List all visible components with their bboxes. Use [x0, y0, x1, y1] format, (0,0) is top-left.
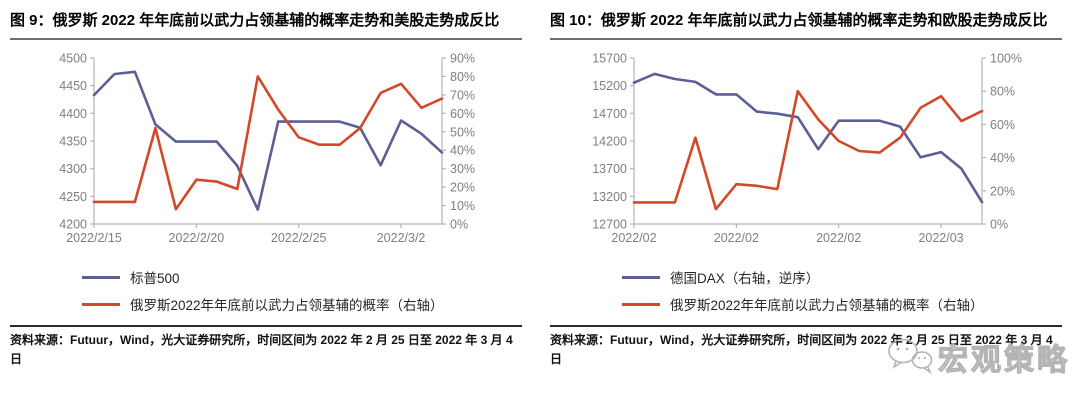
legend-label: 俄罗斯2022年年底前以武力占领基辅的概率（右轴）: [130, 298, 444, 313]
figure-10-column: 图 10：俄罗斯 2022 年年底前以武力占领基辅的概率走势和欧股走势成反比 1…: [540, 0, 1080, 370]
legend-label: 俄罗斯2022年年底前以武力占领基辅的概率（右轴）: [670, 298, 984, 313]
legend-item: 德国DAX（右轴，逆序）: [622, 264, 1062, 291]
y-axis-left-label: 14200: [592, 134, 627, 148]
y-axis-left-label: 4400: [59, 106, 87, 120]
x-axis-label: 2022/02: [611, 231, 656, 245]
y-axis-left-label: 15700: [592, 51, 627, 65]
x-axis-label: 2022/3/2: [377, 231, 426, 245]
y-axis-right-label: 0%: [990, 217, 1008, 231]
axes: 4200 4250 4300 4350 4400 4450 4500 0% 10% 20% 30% 4…: [59, 51, 475, 245]
figure-9-legend: 标普500 俄罗斯2022年年底前以武力占领基辅的概率（右轴）: [82, 264, 522, 318]
y-axis-left-label: 4250: [59, 189, 87, 203]
legend-label: 标普500: [130, 271, 180, 286]
y-axis-right-label: 60%: [990, 117, 1015, 131]
y-axis-left-label: 4200: [59, 217, 87, 231]
x-axis-label: 2022/2/20: [169, 231, 225, 245]
kyiv-probability-line: [92, 74, 444, 210]
y-axis-right-label: 20%: [450, 180, 475, 194]
y-axis-right-label: 80%: [450, 69, 475, 83]
y-axis-right-label: 40%: [450, 143, 475, 157]
dax-line-swatch: [622, 275, 660, 279]
x-axis-label: 2022/02: [816, 231, 861, 245]
y-axis-left-label: 13700: [592, 162, 627, 176]
y-axis-right-label: 30%: [450, 162, 475, 176]
y-axis-right-label: 0%: [450, 217, 468, 231]
sp500-line-swatch: [82, 275, 120, 279]
dax-line: [632, 72, 984, 203]
y-axis-right-label: 60%: [450, 106, 475, 120]
sp500-line: [92, 69, 444, 211]
figure-9-source: 资料来源：Futuur，Wind，光大证券研究所，时间区间为 2022 年 2 …: [10, 324, 522, 371]
y-axis-right-label: 70%: [450, 88, 475, 102]
legend-item: 标普500: [82, 264, 522, 291]
x-axis-label: 2022/2/25: [271, 231, 327, 245]
axes: 12700 13200 13700 14200 14700 15200 15700 0% 20%…: [592, 51, 1022, 245]
y-axis-left-label: 4300: [59, 162, 87, 176]
figure-10-legend: 德国DAX（右轴，逆序） 俄罗斯2022年年底前以武力占领基辅的概率（右轴）: [622, 264, 1062, 318]
probability-line-swatch: [622, 302, 660, 306]
kyiv-probability-line: [632, 89, 984, 210]
legend-item: 俄罗斯2022年年底前以武力占领基辅的概率（右轴）: [82, 291, 522, 318]
figure-9-chart: 4200 4250 4300 4350 4400 4450 4500 0% 10% 20% 30% 4…: [59, 51, 475, 245]
legend-label: 德国DAX（右轴，逆序）: [670, 271, 820, 286]
y-axis-left-label: 4350: [59, 134, 87, 148]
y-axis-left-label: 4450: [59, 79, 87, 93]
figure-10-source: 资料来源：Futuur，Wind，光大证券研究所，时间区间为 2022 年 2 …: [550, 324, 1062, 371]
y-axis-right-label: 10%: [450, 199, 475, 213]
legend-item: 俄罗斯2022年年底前以武力占领基辅的概率（右轴）: [622, 291, 1062, 318]
y-axis-right-label: 90%: [450, 51, 475, 65]
y-axis-right-label: 50%: [450, 125, 475, 139]
y-axis-right-label: 20%: [990, 184, 1015, 198]
y-axis-left-label: 14700: [592, 106, 627, 120]
figure-10-chart: 12700 13200 13700 14200 14700 15200 15700 0% 20%…: [592, 51, 1022, 245]
figure-10-title: 图 10：俄罗斯 2022 年年底前以武力占领基辅的概率走势和欧股走势成反比: [550, 10, 1062, 40]
figure-9-column: 图 9：俄罗斯 2022 年年底前以武力占领基辅的概率走势和美股走势成反比 42…: [0, 0, 540, 370]
y-axis-right-label: 80%: [990, 84, 1015, 98]
y-axis-right-label: 40%: [990, 151, 1015, 165]
x-axis-label: 2022/03: [918, 231, 963, 245]
two-figure-layout: 图 9：俄罗斯 2022 年年底前以武力占领基辅的概率走势和美股走势成反比 42…: [0, 0, 1080, 370]
figure-9-title: 图 9：俄罗斯 2022 年年底前以武力占领基辅的概率走势和美股走势成反比: [10, 10, 522, 40]
x-axis-label: 2022/2/15: [66, 231, 122, 245]
y-axis-left-label: 13200: [592, 189, 627, 203]
y-axis-left-label: 4500: [59, 51, 87, 65]
y-axis-right-label: 100%: [990, 51, 1022, 65]
probability-line-swatch: [82, 302, 120, 306]
x-axis-label: 2022/02: [714, 231, 759, 245]
y-axis-left-label: 12700: [592, 217, 627, 231]
y-axis-left-label: 15200: [592, 79, 627, 93]
